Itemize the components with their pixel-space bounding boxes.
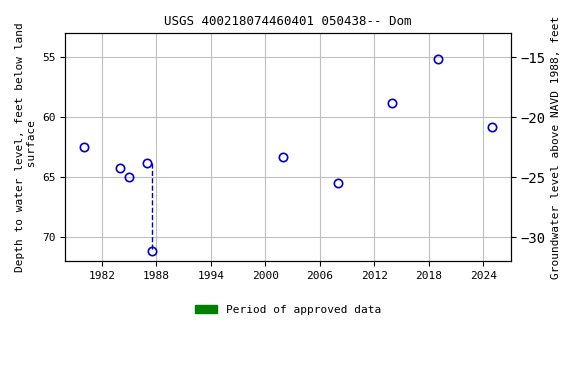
- Y-axis label: Groundwater level above NAVD 1988, feet: Groundwater level above NAVD 1988, feet: [551, 16, 561, 279]
- Y-axis label: Depth to water level, feet below land
 surface: Depth to water level, feet below land su…: [15, 22, 37, 272]
- Title: USGS 400218074460401 050438-- Dom: USGS 400218074460401 050438-- Dom: [164, 15, 412, 28]
- Legend: Period of approved data: Period of approved data: [190, 300, 385, 319]
